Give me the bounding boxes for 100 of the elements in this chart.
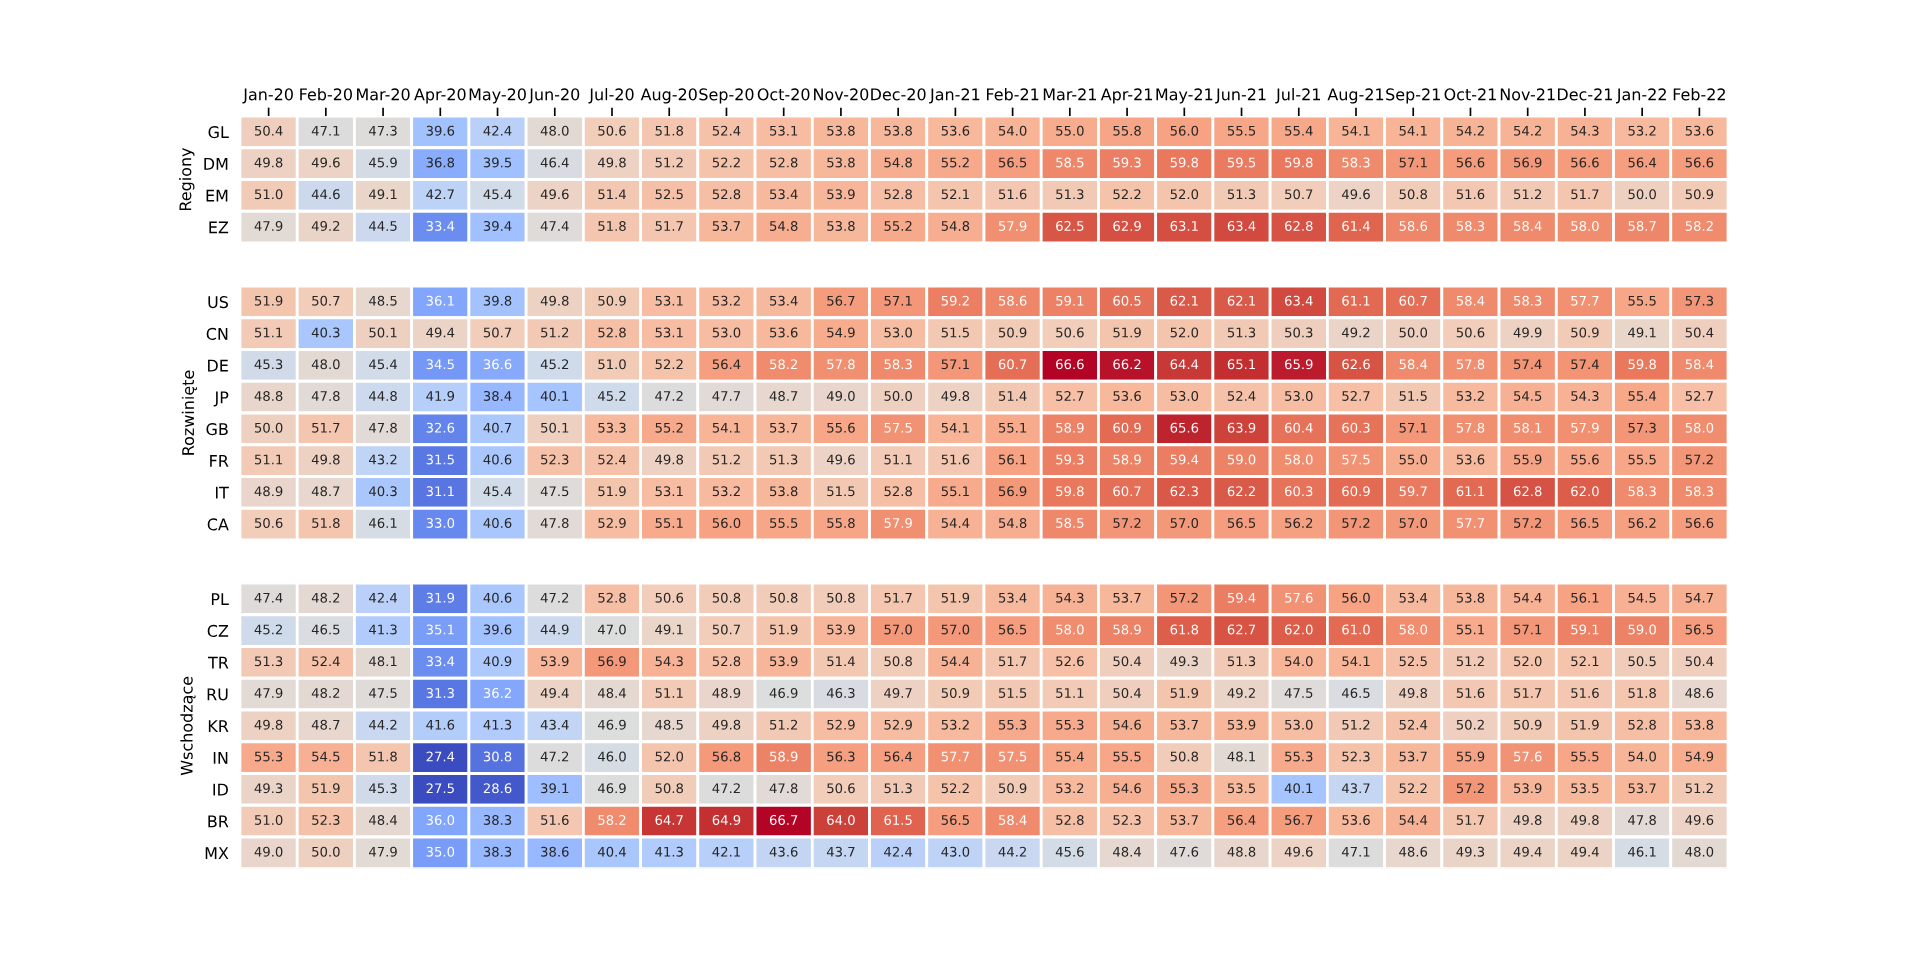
data-label: 50.4 — [254, 125, 283, 136]
data-label: 46.1 — [1628, 846, 1656, 857]
data-label: 32.6 — [426, 422, 455, 433]
data-label: 53.1 — [655, 486, 683, 497]
data-label: 49.6 — [1284, 846, 1313, 857]
data-label: 57.8 — [827, 359, 855, 370]
data-label: 53.0 — [1170, 390, 1199, 401]
data-label: 65.9 — [1285, 359, 1313, 370]
data-label: 56.5 — [1685, 624, 1713, 635]
data-label: 49.4 — [426, 327, 455, 338]
data-label: 47.8 — [369, 422, 397, 433]
data-label: 55.3 — [998, 719, 1027, 730]
data-label: 41.3 — [655, 846, 683, 857]
data-label: 52.0 — [655, 751, 684, 762]
data-label: 50.7 — [712, 624, 741, 635]
data-label: 58.9 — [1056, 422, 1084, 433]
data-label: 34.5 — [426, 359, 454, 370]
data-label: 36.2 — [483, 687, 511, 698]
data-label: 56.6 — [1456, 157, 1485, 168]
data-label: 64.7 — [655, 814, 683, 825]
data-label: 49.3 — [1456, 846, 1485, 857]
data-label: 55.5 — [770, 518, 798, 528]
data-label: 53.7 — [1399, 751, 1427, 762]
data-label: 50.8 — [712, 592, 741, 603]
data-label: 47.4 — [540, 221, 569, 231]
data-label: 53.8 — [827, 125, 855, 136]
data-label: 50.9 — [998, 327, 1027, 338]
data-label: 40.6 — [483, 454, 512, 465]
data-label: 57.2 — [1456, 783, 1484, 794]
data-label: 55.3 — [1285, 751, 1313, 762]
x-tick-label: Aug-20 — [640, 88, 697, 104]
data-label: 53.7 — [1170, 814, 1198, 825]
data-label: 50.1 — [541, 422, 569, 433]
data-label: 53.9 — [541, 656, 569, 667]
data-label: 51.6 — [998, 189, 1027, 200]
data-label: 53.5 — [1571, 783, 1599, 794]
data-label: 48.0 — [311, 359, 340, 370]
data-label: 53.4 — [770, 189, 798, 200]
data-label: 51.9 — [598, 486, 626, 497]
y-tick-label: ID — [213, 783, 228, 796]
data-label: 56.5 — [998, 157, 1027, 168]
data-label: 42.1 — [712, 846, 740, 857]
y-tick-label: CZ — [207, 624, 229, 637]
data-label: 55.0 — [1056, 125, 1084, 136]
data-label: 51.9 — [312, 783, 340, 794]
data-label: 62.1 — [1227, 295, 1256, 306]
data-label: 49.6 — [311, 157, 340, 168]
x-tick-label: Oct-21 — [1444, 88, 1496, 101]
data-label: 51.1 — [1056, 688, 1084, 698]
y-tick-label: EZ — [209, 221, 229, 234]
data-label: 53.4 — [998, 592, 1027, 603]
data-label: 52.4 — [1399, 719, 1428, 730]
data-label: 50.9 — [1685, 189, 1714, 200]
data-label: 52.9 — [598, 517, 626, 528]
data-label: 56.5 — [998, 624, 1027, 635]
data-label: 38.4 — [483, 390, 512, 401]
data-label: 39.6 — [483, 624, 512, 635]
data-label: 58.0 — [1285, 454, 1313, 465]
data-label: 63.9 — [1227, 422, 1256, 433]
data-label: 50.9 — [598, 295, 626, 306]
data-label: 50.6 — [1456, 327, 1485, 338]
data-label: 53.2 — [712, 486, 740, 497]
data-label: 53.0 — [1285, 390, 1313, 401]
data-label: 51.6 — [941, 454, 970, 465]
data-label: 58.3 — [1685, 486, 1714, 497]
data-label: 58.9 — [770, 751, 798, 762]
data-label: 58.3 — [1342, 157, 1370, 168]
data-label: 31.5 — [426, 454, 454, 465]
data-label: 58.3 — [1456, 220, 1485, 231]
data-label: 53.8 — [827, 157, 855, 168]
data-label: 54.9 — [827, 327, 855, 338]
data-label: 52.0 — [1170, 189, 1199, 200]
data-label: 51.8 — [312, 517, 340, 528]
data-label: 49.4 — [1513, 846, 1542, 857]
data-label: 50.8 — [1399, 189, 1428, 200]
data-label: 49.6 — [1685, 814, 1714, 825]
x-tick-label: Nov-21 — [1500, 88, 1555, 101]
data-label: 55.3 — [254, 751, 283, 762]
data-label: 44.2 — [998, 846, 1026, 857]
data-label: 47.9 — [254, 687, 283, 698]
data-label: 43.7 — [826, 846, 855, 857]
data-label: 56.9 — [998, 486, 1027, 497]
data-label: 58.0 — [1399, 624, 1428, 635]
x-tick-label: Mar-21 — [1043, 88, 1096, 101]
data-label: 49.4 — [540, 687, 569, 698]
data-label: 45.4 — [483, 189, 512, 200]
data-label: 38.3 — [483, 846, 512, 857]
data-label: 48.8 — [254, 390, 283, 401]
data-label: 46.3 — [826, 687, 855, 698]
data-label: 38.6 — [541, 846, 569, 857]
data-label: 59.3 — [1056, 454, 1084, 465]
data-label: 50.8 — [884, 656, 912, 667]
data-label: 50.0 — [1399, 327, 1428, 338]
data-label: 47.9 — [254, 220, 283, 231]
data-label: 50.7 — [483, 327, 512, 338]
data-label: 57.2 — [1170, 592, 1198, 603]
data-label: 27.5 — [426, 783, 454, 794]
data-label: 57.8 — [1456, 422, 1485, 433]
data-label: 60.9 — [1113, 422, 1141, 433]
data-label: 56.6 — [1685, 157, 1714, 168]
